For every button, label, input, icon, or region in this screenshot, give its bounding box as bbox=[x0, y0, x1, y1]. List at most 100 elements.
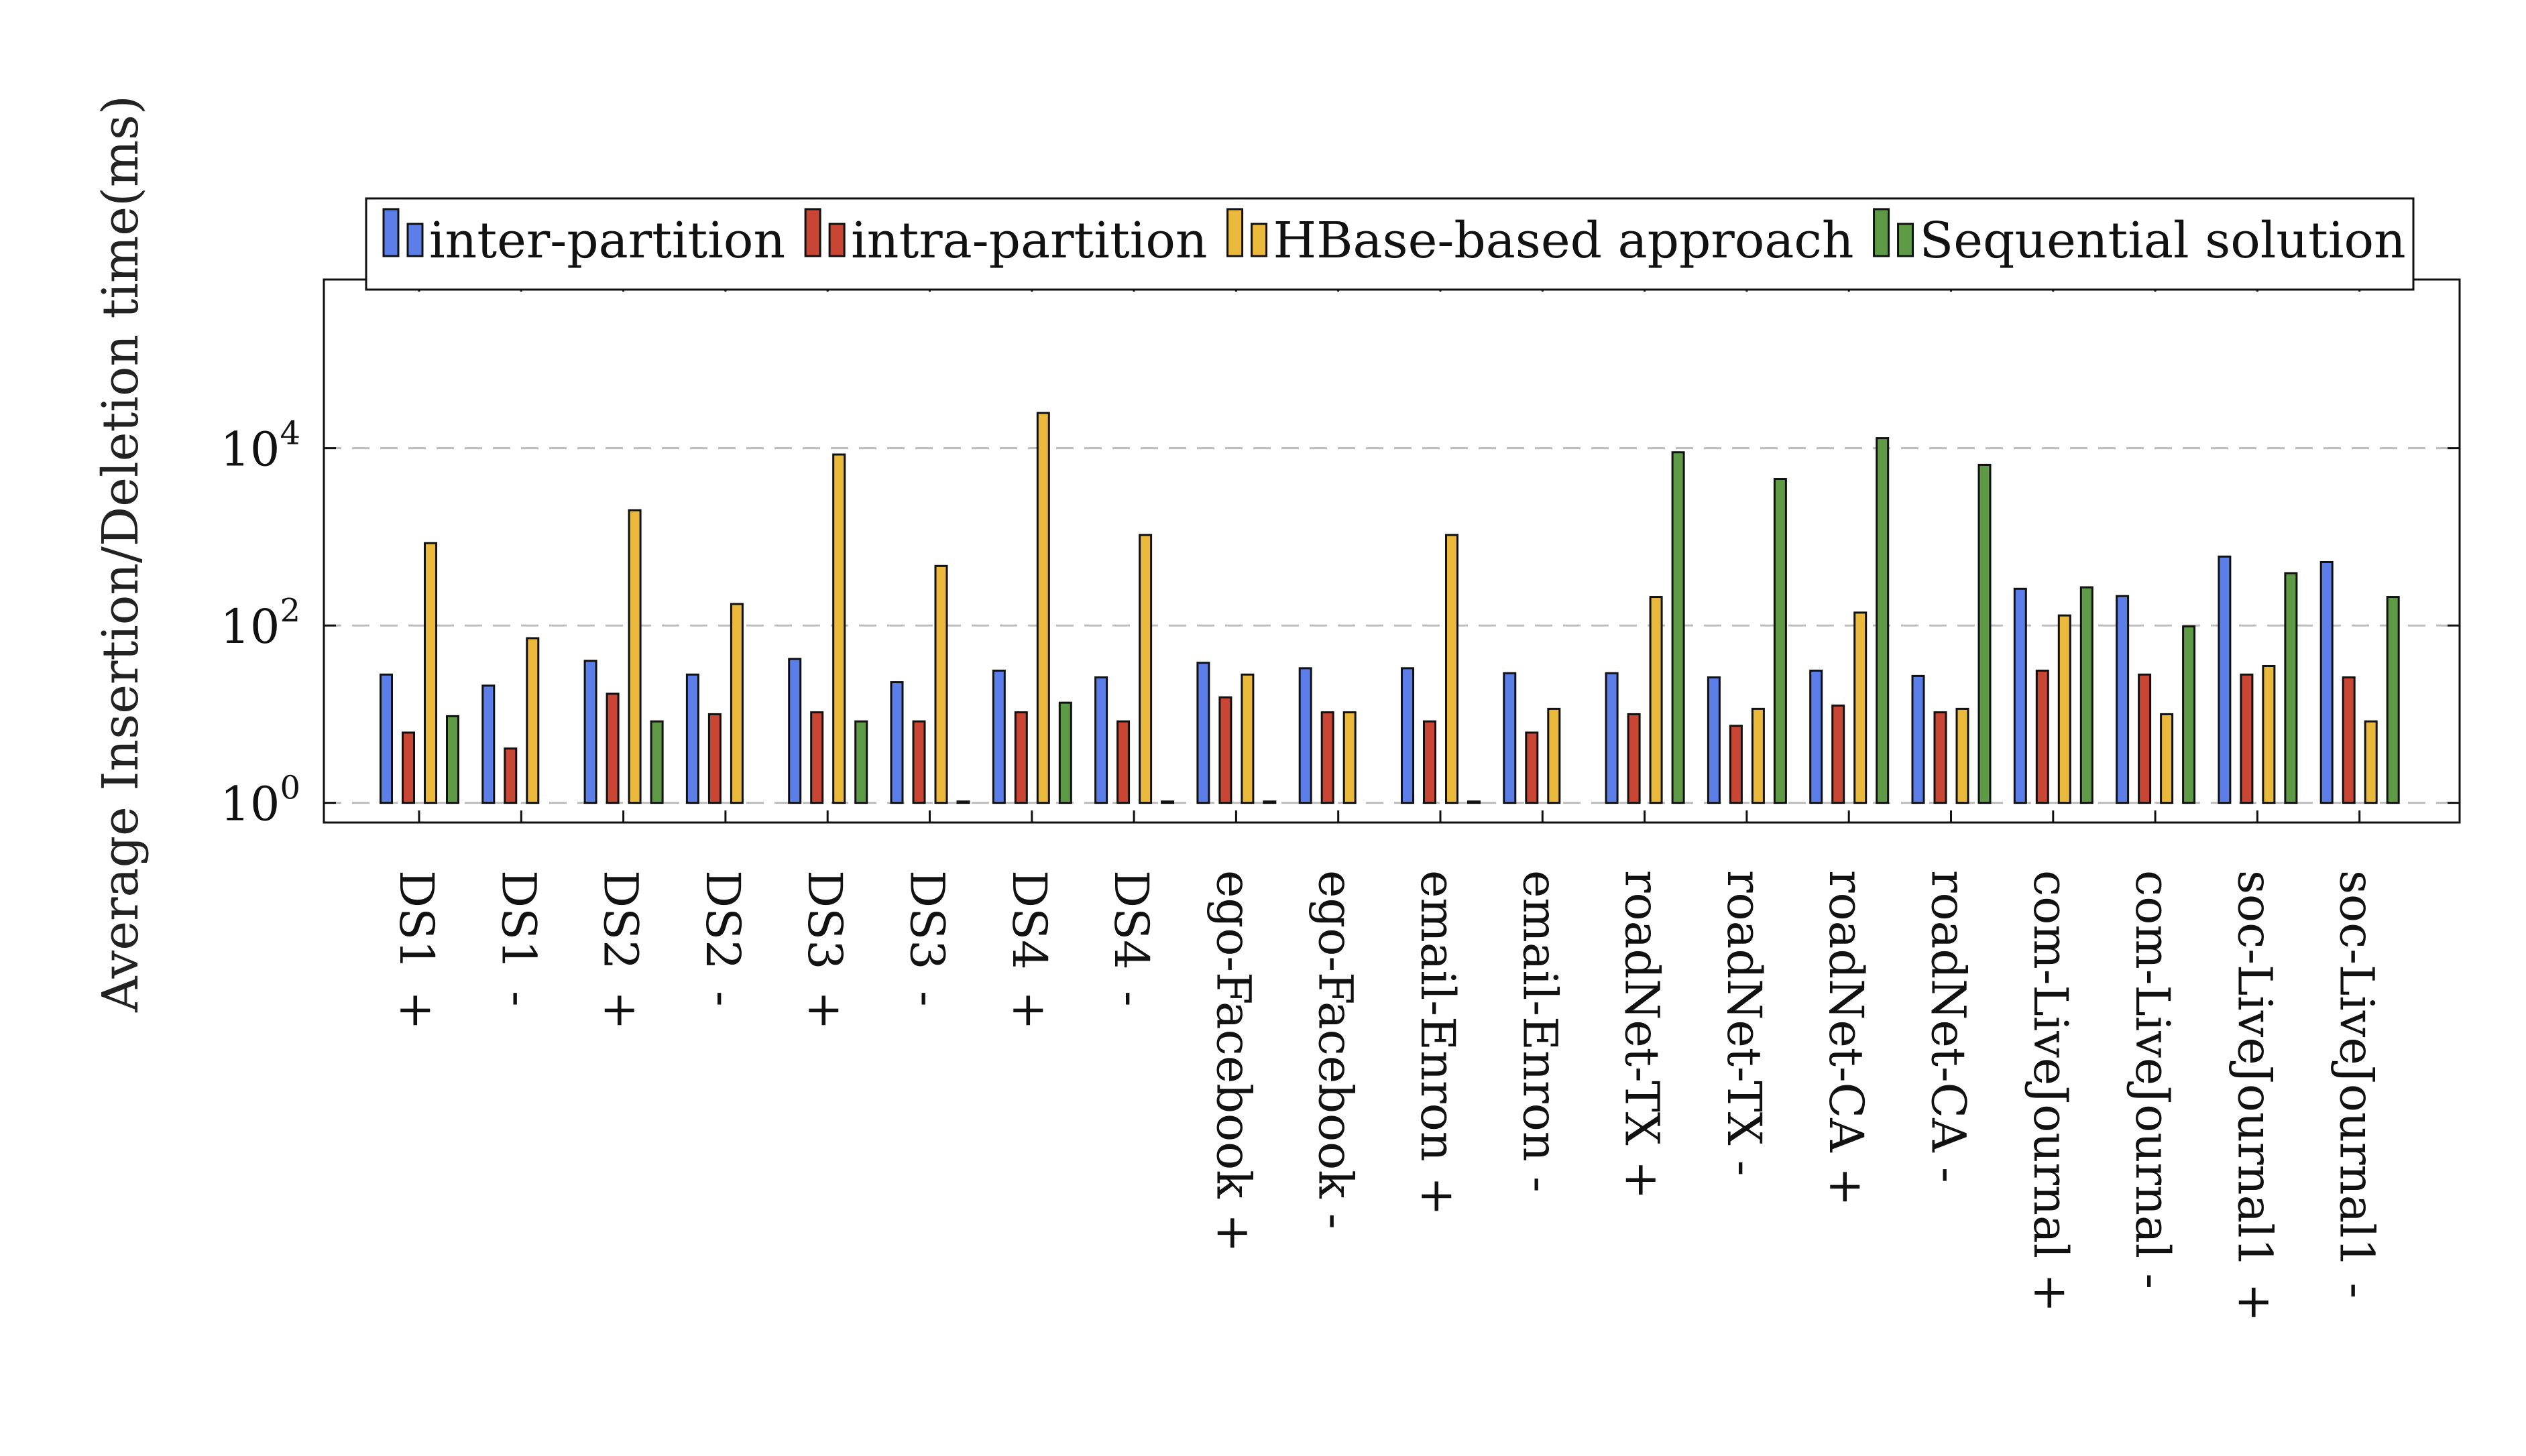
bar-sequential-solution bbox=[2079, 586, 2093, 804]
x-tick-label-line1: DS2 bbox=[593, 870, 648, 970]
legend-swatch-tall bbox=[382, 208, 400, 257]
x-tick-label-line2: + bbox=[797, 991, 852, 1030]
x-tick-label: DS1 + bbox=[389, 870, 444, 1030]
legend-label: HBase-based approach bbox=[1273, 212, 1854, 269]
y-axis-ticks: 100 102 104 bbox=[220, 415, 2460, 832]
x-tick-label: roadNet-CA - bbox=[1921, 870, 1976, 1183]
bar-intra-partition bbox=[1525, 731, 1539, 804]
bar-hbase-based-approach bbox=[2262, 664, 2276, 804]
x-tick-label-line1: DS3 bbox=[900, 870, 955, 970]
x-tick-label: roadNet-TX + bbox=[1615, 870, 1670, 1200]
x-tick-label-text: roadNet-CA - bbox=[1921, 870, 1976, 1183]
x-tick-label-line2: + bbox=[389, 991, 444, 1030]
bar-sequential-solution bbox=[1467, 800, 1481, 804]
y-axis-label: Average Insertion/Deletion time(ms) bbox=[92, 95, 150, 1013]
bar-sequential-solution bbox=[1058, 701, 1072, 804]
bar-hbase-based-approach bbox=[934, 564, 948, 804]
bar-hbase-based-approach bbox=[832, 453, 846, 804]
x-tick-label-text: email-Enron - bbox=[1512, 870, 1567, 1193]
x-tick-label-text: soc-LiveJournal1 - bbox=[2330, 870, 2385, 1298]
bar-sequential-solution bbox=[1671, 451, 1685, 804]
x-tick-label-line1: DS2 bbox=[695, 870, 750, 970]
bar-inter-partition bbox=[481, 684, 496, 804]
legend: inter-partition intra-partition HBase-base… bbox=[365, 197, 2415, 291]
bar-hbase-based-approach bbox=[628, 509, 642, 804]
bar-intra-partition bbox=[1831, 705, 1845, 804]
bar-sequential-solution bbox=[956, 800, 970, 804]
bar-intra-partition bbox=[1729, 725, 1743, 804]
x-tick-label-line1: DS3 bbox=[797, 870, 852, 970]
x-tick-label-text: com-LiveJournal - bbox=[2125, 870, 2180, 1289]
x-tick-label-line1: DS4 bbox=[1002, 870, 1057, 970]
x-tick-label-line1: DS4 bbox=[1104, 870, 1159, 970]
bar-intra-partition bbox=[1320, 711, 1334, 804]
bar-inter-partition bbox=[380, 673, 393, 804]
bar-intra-partition bbox=[1627, 713, 1641, 804]
legend-box bbox=[365, 197, 2415, 291]
bar-sequential-solution bbox=[1263, 800, 1277, 804]
bar-sequential-solution bbox=[1876, 437, 1890, 804]
bar-inter-partition bbox=[1298, 667, 1312, 804]
x-tick-label: DS4 - bbox=[1104, 870, 1159, 1007]
y-tick-label: 104 bbox=[220, 415, 300, 477]
x-tick-label: DS3 - bbox=[900, 870, 955, 1007]
legend-swatch bbox=[828, 223, 846, 257]
x-tick-label-text: roadNet-CA + bbox=[1819, 870, 1874, 1207]
bar-hbase-based-approach bbox=[1241, 673, 1255, 804]
x-tick-label: soc-LiveJournal1 - bbox=[2330, 870, 2385, 1298]
x-tick-label-line1: DS1 bbox=[389, 870, 444, 970]
bar-inter-partition bbox=[992, 669, 1006, 804]
bar-hbase-based-approach bbox=[1853, 611, 1868, 804]
bar-sequential-solution bbox=[854, 720, 868, 804]
x-tick-label: DS3 + bbox=[797, 870, 852, 1030]
bar-hbase-based-approach bbox=[2160, 713, 2174, 804]
bar-intra-partition bbox=[1218, 696, 1232, 804]
bar-inter-partition bbox=[1605, 672, 1619, 804]
bar-sequential-solution bbox=[446, 715, 459, 804]
x-tick-label: DS2 - bbox=[695, 870, 750, 1007]
bar-hbase-based-approach bbox=[2364, 720, 2378, 804]
legend-swatch-tall bbox=[804, 208, 821, 257]
bar-inter-partition bbox=[1809, 669, 1823, 804]
bar-sequential-solution bbox=[1773, 478, 1787, 804]
legend-swatch bbox=[1251, 223, 1268, 257]
bar-sequential-solution bbox=[2182, 625, 2196, 804]
bars bbox=[380, 412, 2400, 804]
legend-swatch bbox=[406, 223, 424, 257]
bar-inter-partition bbox=[1094, 676, 1108, 804]
x-tick-label-line2: - bbox=[491, 991, 546, 1007]
x-tick-label: ego-Facebook + bbox=[1206, 870, 1261, 1253]
bar-inter-partition bbox=[1401, 667, 1414, 804]
bar-hbase-based-approach bbox=[1139, 534, 1153, 804]
bar-inter-partition bbox=[1911, 674, 1925, 804]
legend-swatch bbox=[1897, 223, 1914, 257]
x-tick-label: com-LiveJournal - bbox=[2125, 870, 2180, 1289]
bar-hbase-based-approach bbox=[1445, 534, 1458, 804]
bar-inter-partition bbox=[583, 660, 597, 804]
x-tick-label: email-Enron + bbox=[1410, 870, 1465, 1216]
x-tick-label: DS2 + bbox=[593, 870, 648, 1030]
bar-intra-partition bbox=[2035, 669, 2049, 804]
bar-sequential-solution bbox=[1161, 800, 1175, 804]
x-tick-label-line2: - bbox=[1104, 991, 1159, 1007]
bar-intra-partition bbox=[1933, 711, 1947, 804]
gridlines bbox=[324, 447, 2460, 804]
bar-inter-partition bbox=[2319, 560, 2334, 804]
bar-sequential-solution bbox=[1977, 463, 1992, 804]
bar-intra-partition bbox=[912, 720, 926, 804]
bar-inter-partition bbox=[2218, 555, 2232, 804]
bar-intra-partition bbox=[2342, 676, 2356, 804]
x-tick-label-text: email-Enron + bbox=[1410, 870, 1465, 1216]
bar-hbase-based-approach bbox=[730, 603, 744, 804]
bar-hbase-based-approach bbox=[1955, 707, 1969, 804]
bar-sequential-solution bbox=[2284, 572, 2298, 804]
bar-inter-partition bbox=[890, 681, 904, 804]
x-tick-label: email-Enron - bbox=[1512, 870, 1567, 1193]
x-tick-label: DS1 - bbox=[491, 870, 546, 1007]
x-tick-label-text: ego-Facebook - bbox=[1308, 870, 1363, 1229]
bar-sequential-solution bbox=[650, 720, 664, 804]
x-tick-label-line2: - bbox=[695, 991, 750, 1007]
bar-intra-partition bbox=[402, 731, 415, 804]
bar-hbase-based-approach bbox=[424, 542, 437, 804]
